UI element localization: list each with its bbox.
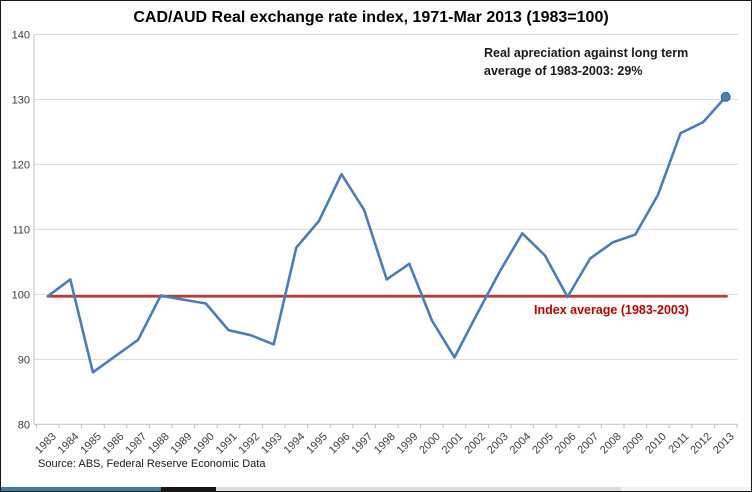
end-point-marker <box>720 91 731 102</box>
x-tick-label: 1984 <box>56 431 82 457</box>
x-tick-label: 1990 <box>191 431 217 457</box>
x-tick-label: 1987 <box>123 431 149 457</box>
x-tick-label: 2013 <box>711 431 737 457</box>
x-tick-label: 1999 <box>395 431 421 457</box>
x-tick-label: 1996 <box>327 431 353 457</box>
y-tick-label: 80 <box>18 419 30 431</box>
x-tick-label: 1988 <box>146 431 172 457</box>
annotation-line-2: average of 1983-2003: 29% <box>484 64 643 78</box>
appreciation-annotation: Real apreciation against long term avera… <box>484 44 744 80</box>
x-tick-label: 1989 <box>169 431 195 457</box>
y-tick-label: 130 <box>12 94 30 106</box>
x-tick-label: 1997 <box>349 431 375 457</box>
index-average-label: Index average (1983-2003) <box>534 303 689 317</box>
x-tick-label: 2004 <box>508 431 534 457</box>
x-tick-label: 2001 <box>440 431 466 457</box>
x-tick-label: 2009 <box>621 431 647 457</box>
x-tick-label: 1995 <box>304 431 330 457</box>
x-tick-label: 2008 <box>598 431 624 457</box>
y-tick-label: 90 <box>18 354 30 366</box>
chart-title: CAD/AUD Real exchange rate index, 1971-M… <box>133 9 609 26</box>
exchange-rate-line-chart: 8090100110120130140198319841985198619871… <box>12 30 738 457</box>
exchange-rate-line-series <box>46 95 728 374</box>
bottom-strip-black-segment <box>161 487 216 491</box>
y-tick-label: 140 <box>12 30 30 42</box>
x-tick-label: 2007 <box>575 431 601 457</box>
y-tick-label: 100 <box>12 289 30 301</box>
x-tick-label: 1998 <box>372 431 398 457</box>
x-tick-label: 1985 <box>78 431 104 457</box>
x-tick-label: 1983 <box>33 431 59 457</box>
bottom-strip-grey-segment <box>216 487 621 491</box>
x-tick-label: 2006 <box>553 431 579 457</box>
x-tick-label: 1991 <box>214 431 240 457</box>
x-tick-label: 1992 <box>236 431 262 457</box>
y-tick-label: 110 <box>12 224 30 236</box>
x-tick-label: 2002 <box>462 431 488 457</box>
x-tick-label: 2000 <box>417 431 443 457</box>
x-tick-label: 1986 <box>101 431 127 457</box>
annotation-line-1: Real apreciation against long term <box>484 46 689 60</box>
x-tick-label: 1993 <box>259 431 285 457</box>
bottom-strip-teal-segment <box>1 487 161 491</box>
bottom-strip-light-segment <box>621 487 751 491</box>
x-tick-label: 2010 <box>643 431 669 457</box>
x-tick-label: 2003 <box>485 431 511 457</box>
x-tick-label: 2005 <box>530 431 556 457</box>
y-tick-label: 120 <box>12 159 30 171</box>
x-tick-label: 2011 <box>666 431 691 456</box>
x-tick-label: 1994 <box>282 431 308 457</box>
source-note: Source: ABS, Federal Reserve Economic Da… <box>38 458 266 470</box>
x-tick-label: 2012 <box>688 431 714 457</box>
